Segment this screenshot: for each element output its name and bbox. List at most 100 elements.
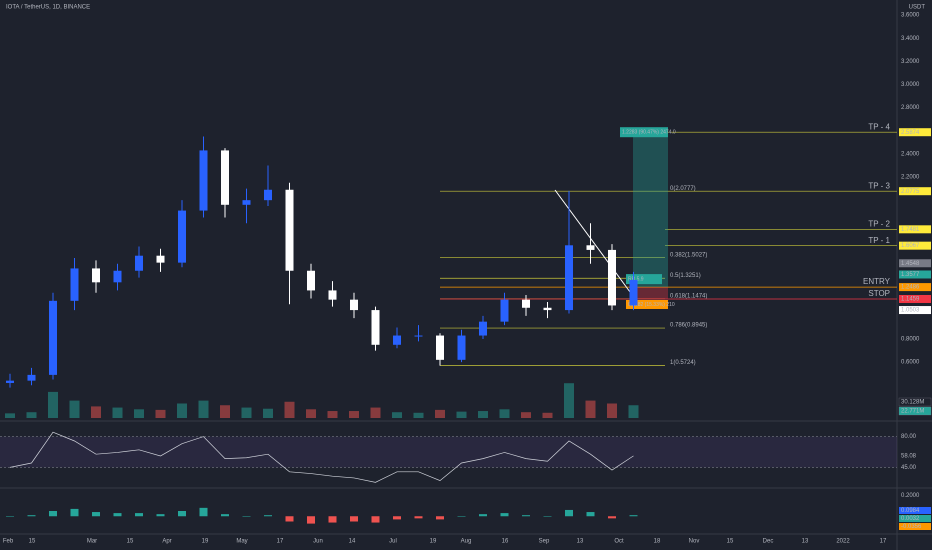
candle-body: [92, 268, 100, 283]
y-tick-label: 2.4000: [901, 151, 920, 157]
macd-bar: [221, 514, 229, 517]
x-tick-label: Oct: [614, 539, 624, 545]
fib-label: 0.786(0.8945): [670, 323, 707, 329]
volume-bar: [155, 409, 166, 418]
volume-bar: [327, 411, 338, 418]
volume-bar: [499, 409, 510, 418]
stop-tag: [626, 299, 668, 309]
macd-bar: [156, 514, 165, 517]
rsi-tick-label: 45.00: [901, 465, 917, 471]
macd-bar: [500, 513, 509, 517]
x-tick-label: 19: [202, 539, 209, 545]
volume-bar: [177, 403, 187, 418]
volume-bar: [521, 412, 531, 418]
fib-label: 0.5(1.3251): [670, 273, 701, 279]
candle-body: [199, 150, 208, 211]
candle-body: [543, 307, 552, 311]
candle-body: [49, 300, 57, 375]
candle-body: [479, 321, 487, 336]
macd-bar: [565, 509, 573, 517]
target-label: TP - 3: [868, 181, 890, 190]
macd-bar: [608, 516, 616, 519]
candle-body: [113, 270, 122, 283]
volume-bar: [284, 401, 295, 418]
volume-bar: [564, 383, 574, 418]
candle-body: [285, 189, 294, 271]
macd-bar: [586, 512, 595, 517]
x-tick-label: Dec: [763, 539, 774, 545]
x-tick-label: Aug: [461, 539, 472, 545]
candle-body: [178, 210, 186, 263]
volume-bar: [26, 412, 37, 418]
macd-bar: [199, 507, 208, 517]
macd-bar: [92, 512, 100, 517]
x-tick-label: May: [236, 539, 247, 545]
price-badge-text: 2.0775: [901, 189, 920, 195]
stop-label: STOP: [868, 289, 890, 298]
candle-body: [629, 280, 638, 306]
rsi-tick-label: 80.00: [901, 434, 917, 440]
volume-bar: [542, 412, 553, 418]
price-badge: [899, 306, 931, 315]
volume-bar: [134, 409, 144, 418]
price-badge-text: 1.4548: [901, 261, 920, 267]
y-tick-label: 0.6000: [901, 360, 920, 366]
macd-bar: [457, 516, 466, 517]
x-tick-label: 15: [29, 539, 36, 545]
macd-bar: [285, 516, 294, 522]
volume-bar: [241, 407, 252, 418]
candle-body: [500, 299, 509, 322]
volume-bar: [607, 403, 617, 418]
volume-bar: [220, 405, 230, 418]
volume-badge: [898, 397, 932, 407]
volume-bar: [5, 413, 15, 418]
candle-body: [264, 189, 272, 201]
x-tick-label: Jul: [389, 539, 397, 545]
x-tick-label: 13: [802, 539, 809, 545]
candle-body: [393, 335, 401, 345]
macd-bar: [629, 515, 638, 517]
y-tick-label: 2.2000: [901, 175, 920, 181]
candle-body: [135, 255, 143, 271]
volume-badge-text: 22.771M: [901, 409, 924, 415]
y-tick-label: 3.6000: [901, 13, 920, 19]
candle-body: [221, 150, 229, 205]
x-tick-label: Nov: [689, 539, 700, 545]
price-badge: [899, 283, 931, 292]
candle-body: [565, 245, 573, 311]
macd-bar: [113, 513, 122, 517]
x-tick-label: 14: [349, 539, 356, 545]
macd-bar: [393, 516, 401, 520]
volume-bar: [349, 411, 359, 418]
price-badge-text: 1.0503: [901, 308, 920, 314]
x-tick-label: Apr: [162, 539, 171, 545]
volume-bar: [585, 400, 596, 418]
macd-badge-text: 0.0984: [901, 508, 920, 514]
x-tick-label: 17: [880, 539, 887, 545]
macd-bar: [436, 516, 444, 520]
volume-bar: [392, 412, 402, 418]
price-badge-text: 1.2486: [901, 285, 920, 291]
candle-body: [156, 255, 165, 263]
target-label: TP - 1: [868, 236, 890, 245]
entry-tag-text: RR 5.9: [628, 276, 644, 282]
price-badge: [899, 128, 931, 137]
volume-bar: [69, 400, 80, 418]
y-tick-label: 3.0000: [901, 82, 920, 88]
y-tick-label: 2.8000: [901, 105, 920, 111]
x-tick-label: Mar: [87, 539, 97, 545]
macd-bar: [242, 516, 251, 517]
y-tick-label: 3.4000: [901, 36, 920, 42]
stop-tag-text: 0.2082 (15.33%) 210: [628, 302, 675, 308]
volume-bar: [48, 391, 58, 418]
price-badge: [899, 270, 931, 279]
volume-bar: [91, 406, 101, 418]
volume-bar: [478, 411, 488, 418]
loss-zone: [633, 287, 668, 299]
candle-body: [70, 268, 79, 301]
x-tick-label: Sep: [539, 539, 550, 545]
price-badge-text: 1.3577: [901, 272, 920, 278]
rsi-band: [0, 436, 897, 468]
target-tag: [620, 127, 668, 138]
